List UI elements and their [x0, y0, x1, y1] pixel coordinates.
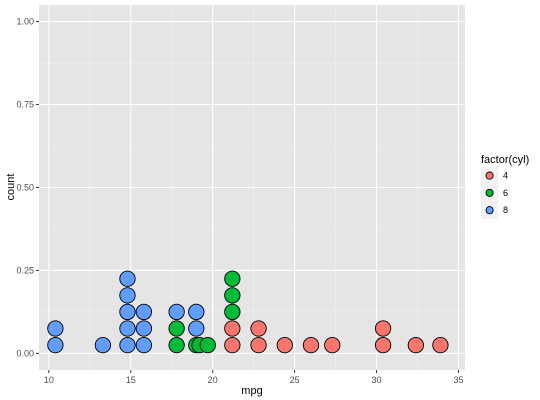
data-dot-cyl-6	[224, 287, 241, 304]
data-dot-cyl-8	[135, 336, 153, 354]
data-dot-cyl-8	[188, 303, 205, 321]
data-dot-cyl-4	[407, 336, 424, 354]
y-tick-label: 0.25	[16, 265, 34, 275]
data-dot-cyl-4	[276, 336, 293, 354]
data-dot-cyl-6	[224, 270, 241, 287]
y-tick-label: 1.00	[16, 17, 34, 27]
y-axis: 0.00 0.25 0.50 0.75 1.00	[16, 17, 39, 358]
data-dot-cyl-4	[302, 336, 320, 354]
data-dot-cyl-8	[119, 336, 136, 354]
x-tick-label: 30	[372, 375, 382, 385]
x-tick-label: 15	[126, 375, 136, 385]
y-tick-label: 0.75	[16, 100, 34, 110]
data-dot-cyl-8	[119, 303, 136, 321]
legend-label-cyl-8: 8	[503, 205, 508, 215]
x-tick-label: 25	[290, 375, 300, 385]
data-dot-cyl-4	[374, 320, 392, 337]
legend-key-dot-cyl-4	[485, 171, 494, 180]
data-dot-cyl-8	[168, 303, 185, 321]
data-dot-cyl-4	[224, 320, 241, 337]
data-dot-cyl-4	[224, 336, 241, 354]
data-dot-cyl-4	[250, 336, 267, 354]
data-dot-cyl-6	[199, 336, 216, 354]
data-dot-cyl-8	[188, 320, 205, 337]
x-axis-title: mpg	[241, 385, 262, 397]
legend: factor(cyl) 4 6 8	[481, 154, 529, 219]
legend-key-dot-cyl-6	[485, 188, 494, 197]
data-dot-cyl-6	[168, 320, 185, 337]
data-dot-cyl-4	[324, 336, 341, 354]
data-dot-cyl-4	[374, 336, 392, 354]
x-tick-label: 20	[208, 375, 218, 385]
legend-label-cyl-6: 6	[503, 188, 508, 198]
data-dot-cyl-8	[47, 336, 64, 354]
y-axis-title: count	[5, 174, 17, 201]
legend-label-cyl-4: 4	[503, 171, 508, 181]
data-points	[47, 270, 449, 354]
data-dot-cyl-8	[119, 270, 136, 287]
data-dot-cyl-8	[135, 303, 153, 321]
data-dot-cyl-4	[432, 336, 449, 354]
data-dot-cyl-8	[47, 320, 64, 337]
x-tick-label: 10	[44, 375, 54, 385]
data-dot-cyl-4	[250, 320, 267, 337]
legend-keys: 4 6 8	[481, 167, 508, 219]
data-dot-cyl-8	[135, 320, 153, 337]
data-dot-cyl-8	[94, 336, 112, 354]
x-tick-label: 35	[453, 375, 463, 385]
legend-title: factor(cyl)	[481, 154, 529, 166]
y-tick-label: 0.50	[16, 183, 34, 193]
data-dot-cyl-8	[119, 287, 136, 304]
data-dot-cyl-6	[224, 303, 241, 321]
x-axis: 10 15 20 25 30 35	[44, 370, 463, 385]
legend-key-dot-cyl-8	[485, 206, 494, 215]
y-tick-label: 0.00	[16, 348, 34, 358]
data-dot-cyl-6	[168, 336, 185, 354]
data-dot-cyl-8	[119, 320, 136, 337]
